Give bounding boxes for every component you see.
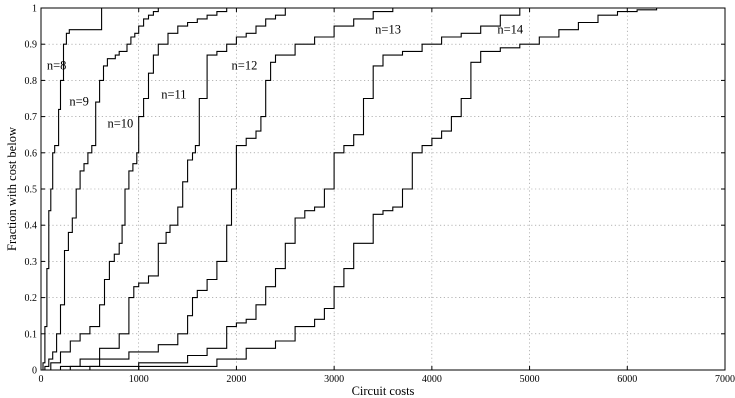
y-tick-label: 0.3: [25, 257, 38, 268]
x-tick-label: 5000: [520, 374, 540, 385]
y-tick-labels: 0 0.1 0.2 0.3 0.4 0.5 0.6 0.7 0.8 0.9 1: [25, 4, 38, 377]
grid-lines: [41, 8, 725, 370]
series-label-n-13: n=13: [375, 22, 401, 36]
x-tick-label: 0: [39, 374, 44, 385]
x-tick-label: 3000: [324, 374, 344, 385]
y-axis-label: Fraction with cost below: [5, 127, 19, 251]
x-tick-label: 4000: [422, 374, 442, 385]
series-labels: n=8 n=9 n=10 n=11 n=12 n=13 n=14: [47, 22, 524, 130]
y-tick-label: 0.6: [25, 148, 38, 159]
series-label-n-14: n=14: [497, 22, 524, 36]
series-label-n-11: n=11: [161, 88, 186, 102]
series-label-n-10: n=10: [107, 116, 133, 130]
x-tick-label: 2000: [226, 374, 246, 385]
x-tick-label: 1000: [129, 374, 149, 385]
series-label-n-8: n=8: [47, 59, 67, 73]
series-line-n-10: [41, 8, 228, 371]
x-tick-label: 7000: [715, 374, 735, 385]
x-tick-label: 6000: [617, 374, 637, 385]
y-tick-label: 0: [32, 366, 37, 377]
y-tick-label: 0.4: [25, 221, 38, 232]
y-tick-label: 0.7: [25, 112, 38, 123]
x-tick-labels: 0 1000 2000 3000 4000 5000 6000 7000: [39, 374, 735, 385]
y-tick-label: 0.9: [25, 40, 38, 51]
series-line-n-14: [41, 8, 658, 371]
y-tick-label: 0.5: [25, 185, 38, 196]
series-line-n-11: [41, 8, 286, 371]
y-tick-label: 0.2: [25, 293, 38, 304]
series-line-n-8: [41, 8, 103, 371]
series-label-n-12: n=12: [232, 59, 258, 73]
y-tick-label: 0.1: [25, 329, 38, 340]
series-layer: [41, 8, 658, 371]
tick-marks: [40, 7, 726, 371]
series-line-n-9: [41, 8, 159, 371]
series-label-n-9: n=9: [69, 95, 89, 109]
x-axis-label: Circuit costs: [352, 384, 415, 398]
series-line-n-12: [41, 8, 394, 371]
series-line-n-13: [41, 8, 521, 371]
y-tick-label: 1: [32, 4, 37, 15]
y-tick-label: 0.8: [25, 76, 38, 87]
